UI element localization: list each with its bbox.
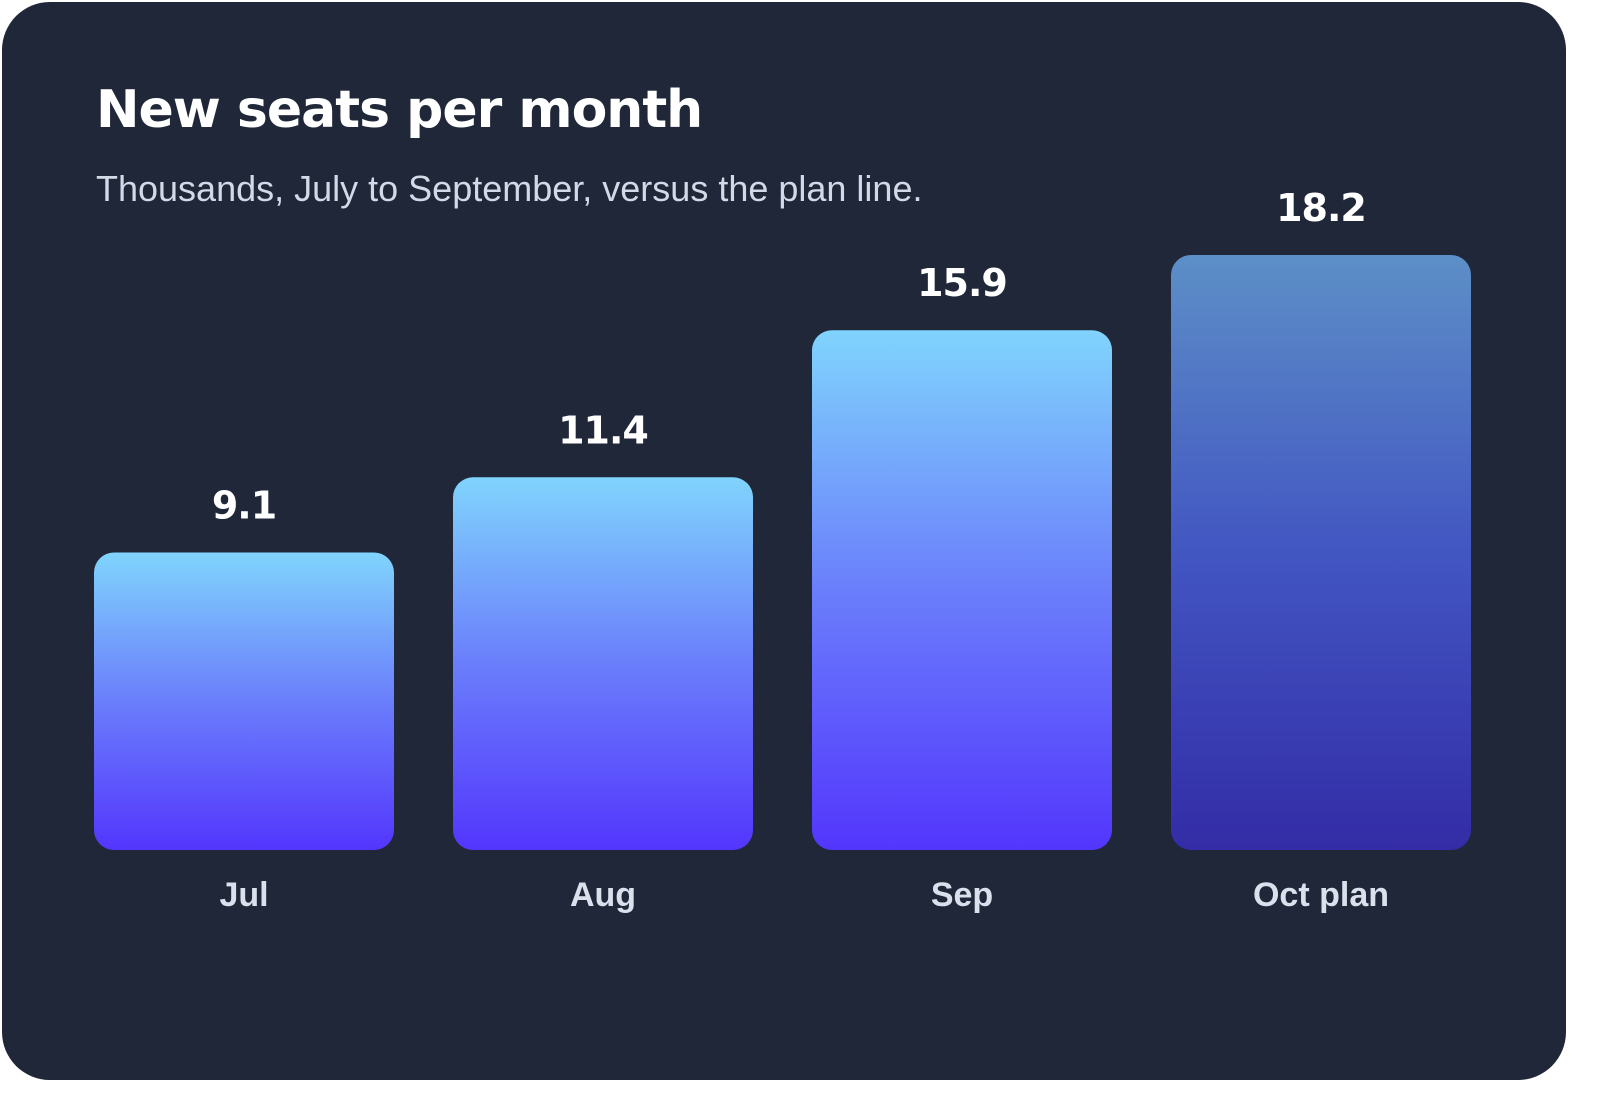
bars-group: 9.1 Jul 11.4 Aug 15.9 Sep 18.2 Oct plan (94, 186, 1471, 914)
bar-value-label: 9.1 (212, 484, 276, 528)
bar-jul (94, 552, 394, 850)
chart-title: New seats per month (96, 80, 703, 140)
category-label: Jul (219, 876, 268, 914)
bar-value-label: 15.9 (917, 261, 1007, 305)
bar-oct-plan (1171, 255, 1471, 850)
bar-aug (453, 477, 753, 850)
bar-chart: 9.1 Jul 11.4 Aug 15.9 Sep 18.2 Oct plan (94, 186, 1471, 914)
category-label: Aug (570, 876, 636, 914)
category-label: Oct plan (1253, 876, 1389, 914)
bar-sep (812, 330, 1112, 850)
bar-value-label: 18.2 (1276, 186, 1366, 230)
chart-subtitle: Thousands, July to September, versus the… (96, 168, 923, 209)
bar-value-label: 11.4 (558, 408, 648, 452)
category-label: Sep (931, 876, 993, 914)
chart-card: New seats per month Thousands, July to S… (2, 2, 1566, 1080)
